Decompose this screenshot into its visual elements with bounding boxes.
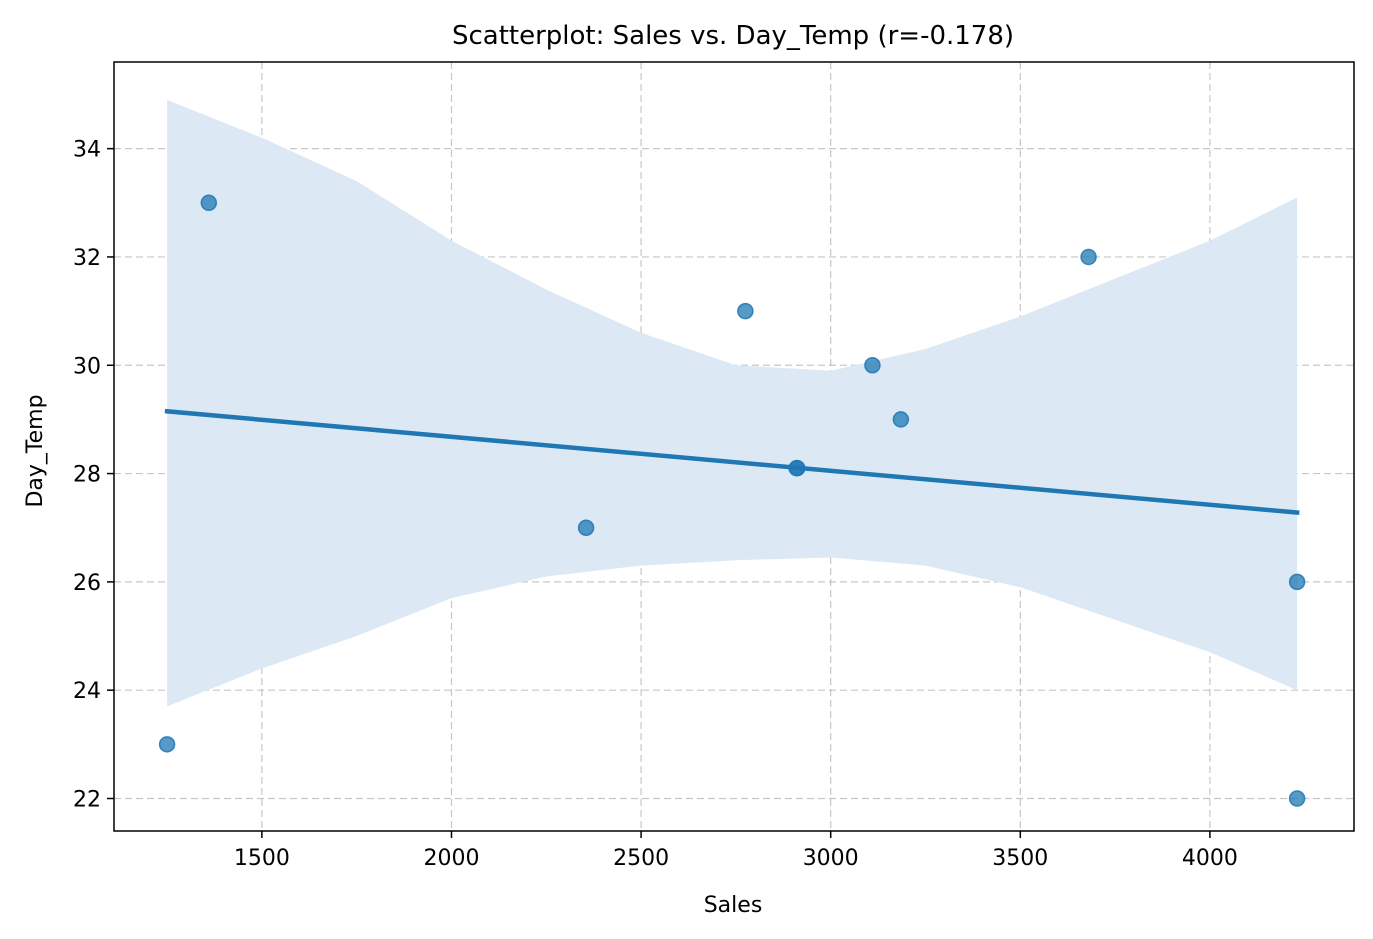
y-tick-label: 26: [73, 571, 101, 596]
regression-line: [164, 408, 1300, 516]
data-point: [200, 194, 218, 212]
chart-title: Scatterplot: Sales vs. Day_Temp (r=-0.17…: [452, 21, 1014, 51]
x-axis-ticks: 1500 2000 2500 3000 3500 4000: [234, 831, 1238, 871]
data-points: [158, 194, 1306, 807]
data-point: [1288, 790, 1306, 807]
x-tick-label: 2500: [613, 846, 669, 871]
x-tick-label: 4000: [1182, 846, 1238, 871]
y-tick-label: 30: [73, 354, 101, 379]
y-axis-ticks: 22 24 26 28 30 32 34: [73, 138, 114, 813]
x-tick-label: 2000: [423, 846, 479, 871]
x-tick-label: 1500: [234, 846, 290, 871]
data-point: [892, 411, 910, 428]
data-point: [577, 519, 595, 536]
plot-area-frame: [113, 61, 1355, 832]
data-point: [1080, 248, 1097, 266]
y-tick-label: 34: [73, 138, 101, 163]
data-point: [737, 302, 754, 320]
y-axis-label: Day_Temp: [23, 394, 48, 507]
y-tick-label: 28: [73, 463, 101, 488]
y-tick-label: 32: [73, 246, 101, 271]
data-point: [864, 357, 881, 374]
data-point: [789, 459, 806, 477]
data-point: [158, 736, 176, 753]
x-tick-label: 3500: [992, 846, 1048, 871]
y-tick-label: 24: [73, 679, 101, 704]
x-tick-label: 3000: [803, 846, 859, 871]
data-point: [1288, 573, 1306, 591]
y-tick-label: 22: [73, 788, 101, 813]
confidence-band: [167, 99, 1298, 707]
x-axis-label: Sales: [704, 893, 763, 918]
